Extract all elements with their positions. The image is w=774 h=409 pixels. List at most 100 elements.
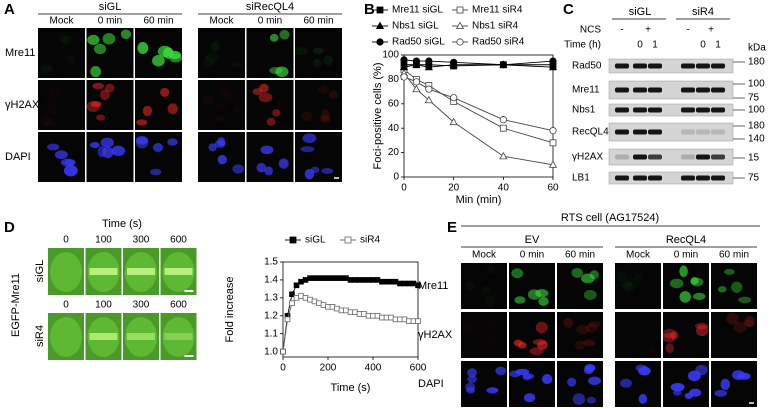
row-label: Nbs1 (572, 105, 596, 116)
column-label: Mock (50, 16, 75, 27)
data-point (379, 278, 385, 285)
time-label: 0 (63, 300, 69, 311)
y-tick-label: 60 (388, 98, 400, 109)
nucleus (100, 89, 110, 101)
band (681, 175, 695, 181)
nucleus (278, 158, 289, 169)
nucleus (232, 164, 245, 174)
group-label: siRecQL4 (246, 1, 294, 13)
nucleus (163, 47, 174, 59)
data-point (379, 314, 385, 321)
column-label: 60 min (719, 250, 749, 261)
nucleus (321, 109, 330, 121)
data-point (392, 278, 399, 285)
nucleus (256, 162, 267, 173)
nucleus (211, 40, 221, 52)
data-point (320, 275, 327, 281)
nucleus (588, 321, 601, 328)
nucleus (47, 103, 58, 115)
row-label: LB1 (572, 173, 590, 184)
nucleus (135, 137, 149, 149)
group-label: siGL (99, 1, 122, 13)
nucleus (232, 105, 243, 114)
band (633, 107, 647, 113)
nucleus (638, 366, 651, 376)
data-point (356, 277, 363, 283)
data-point (329, 275, 336, 281)
data-point (549, 57, 557, 65)
micrograph (198, 28, 245, 78)
data-point (397, 316, 403, 323)
nucleus (120, 29, 132, 40)
time-label: 0 (63, 235, 69, 246)
band (681, 87, 695, 93)
micrograph (295, 80, 342, 130)
data-point (361, 311, 367, 317)
cell (50, 252, 82, 292)
nucleus (260, 145, 274, 155)
micrograph (711, 263, 757, 309)
ncs-label: - (620, 25, 623, 36)
x-tick-label: 60 (547, 183, 559, 194)
nucleus (294, 47, 308, 56)
nucleus (42, 115, 52, 127)
micrograph (615, 312, 661, 358)
kda-marker: 180 (748, 57, 765, 68)
data-point (280, 348, 286, 355)
data-point (425, 85, 433, 93)
data-point (388, 314, 394, 321)
nucleus (731, 281, 743, 293)
kda-marker: 140 (748, 134, 765, 145)
nucleus (100, 137, 114, 148)
band (696, 175, 710, 181)
row-label: Mre11 (5, 47, 35, 59)
nucleus (111, 145, 126, 156)
nucleus (541, 374, 553, 385)
row-label: siR4 (34, 325, 46, 347)
data-point (449, 117, 458, 126)
band (696, 154, 710, 160)
data-point (289, 291, 295, 298)
nucleus (319, 114, 331, 124)
x-tick-label: 400 (365, 363, 382, 374)
panel-title: RTS cell (AG17524) (561, 212, 659, 224)
nucleus (576, 324, 590, 335)
nucleus (149, 168, 162, 176)
nucleus (695, 322, 709, 330)
data-point (412, 78, 421, 86)
nucleus (738, 296, 752, 304)
plot-frame (282, 261, 419, 358)
series-line (403, 73, 554, 166)
band (681, 63, 695, 69)
x-tick-label: 200 (320, 363, 337, 374)
micrograph (711, 361, 757, 407)
series-line (403, 69, 554, 144)
band (696, 87, 710, 93)
nucleus (673, 389, 682, 396)
nucleus (272, 109, 281, 117)
laser-stripe (164, 268, 193, 275)
nucleus (90, 66, 101, 78)
time-label: 100 (95, 235, 112, 246)
nucleus (104, 83, 115, 93)
nucleus (152, 142, 164, 153)
kda-label: kDa (748, 43, 766, 54)
row-label: γH2AX (418, 329, 453, 341)
group-label: EV (525, 234, 540, 246)
nucleus (96, 114, 106, 121)
nucleus (64, 159, 76, 166)
data-point (499, 61, 507, 69)
data-point (374, 277, 381, 283)
row-label: γH2AX (5, 99, 40, 111)
data-point (392, 316, 399, 323)
nucleus (58, 34, 69, 43)
cell (162, 317, 195, 357)
laser-stripe (164, 333, 193, 340)
nucleus (202, 95, 216, 106)
data-point (401, 316, 408, 323)
band (648, 154, 662, 160)
time-label: 100 (95, 300, 112, 311)
x-tick-label: 0 (280, 363, 286, 374)
band (711, 129, 725, 135)
series-line (282, 295, 418, 352)
